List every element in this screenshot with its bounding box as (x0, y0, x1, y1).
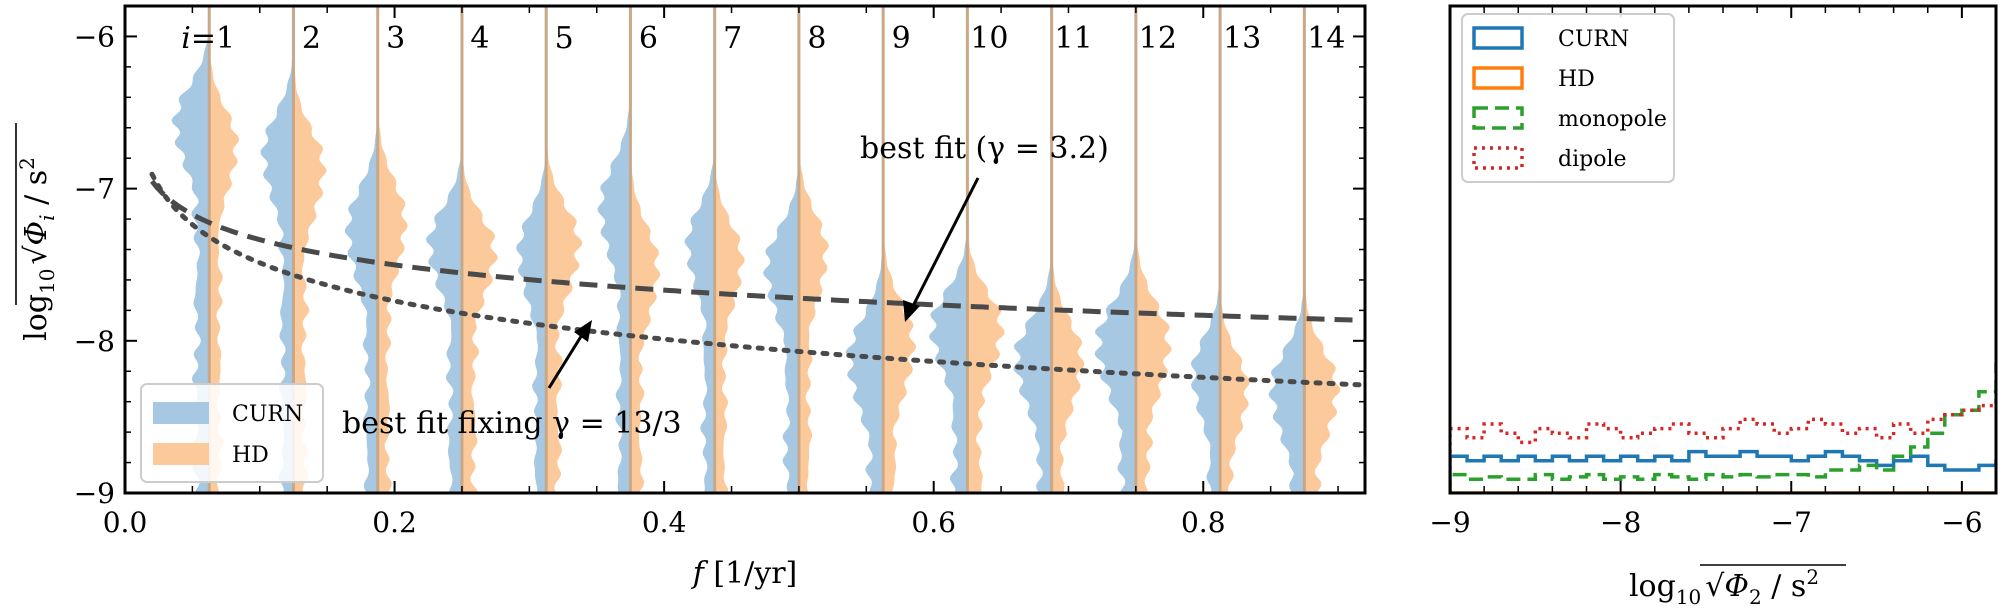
bin-label-5: 5 (555, 21, 574, 56)
fit1-annotation-text: best fit (γ = 3.2) (860, 131, 1109, 166)
legend-swatch-dipole (1472, 146, 1524, 170)
right-x-tick-label: −6 (1941, 506, 1982, 539)
histogram-panel: −9 −8 −7 −6 CURN HD monopole dipole log10 √Φ2 /… (1429, 4, 1998, 608)
bin-label-14: 14 (1307, 21, 1345, 56)
violin-hd-9 (883, 226, 916, 493)
violin-curn-11 (1013, 241, 1052, 493)
bin-label-4: 4 (470, 21, 489, 56)
violin-curn-7 (684, 129, 715, 493)
right-x-tick-label: −7 (1771, 506, 1812, 539)
violin-curn-10 (929, 211, 968, 493)
left-x-tick-label: 0.2 (372, 506, 417, 539)
legend-swatch-curn (1472, 26, 1524, 50)
bin-label-3: 3 (386, 21, 405, 56)
violin-curn-14 (1268, 272, 1305, 493)
left-x-tick-label: 0.8 (1181, 506, 1226, 539)
violin-hd-14 (1304, 272, 1341, 493)
violin-hd-5 (546, 129, 583, 493)
bin-label-9: 9 (892, 21, 911, 56)
left-y-tick-label: −6 (74, 20, 115, 53)
bin-label-6: 6 (639, 21, 658, 56)
fit1-arrow-head (903, 300, 920, 322)
fit-curve-layer (149, 171, 1363, 388)
svg-text:log10√Φi / s2: log10√Φi / s2 (15, 157, 59, 341)
fit2-arrow-line (547, 329, 587, 389)
legend-label-hd: HD (1558, 67, 1595, 92)
bin-label-10: 10 (970, 21, 1008, 56)
legend-swatch-monopole (1472, 106, 1524, 130)
left-y-tick-label: −9 (74, 477, 115, 510)
violin-hd-10 (967, 211, 1005, 493)
violin-curn-8 (763, 150, 799, 493)
bin-label-2: 2 (302, 21, 321, 56)
left-y-tick-label: −8 (74, 325, 115, 358)
violin-hd-6 (630, 150, 661, 493)
left-axes-frame (123, 4, 1367, 495)
left-y-tick-label: −7 (74, 173, 115, 206)
right-legend-box (1461, 13, 1675, 183)
violin-hd-11 (1051, 241, 1085, 493)
violin-layer (171, 7, 1341, 493)
bin-label-12: 12 (1139, 21, 1177, 56)
right-x-tick-label: −8 (1600, 506, 1641, 539)
bin-label-13: 13 (1223, 21, 1261, 56)
violin-curn-4 (425, 129, 462, 493)
violin-hd-12 (1135, 226, 1172, 493)
violin-hd-3 (377, 104, 408, 493)
legend-label-monopole: monopole (1558, 107, 1667, 132)
right-x-axis-label: log10 √Φ2 / s2 (1629, 564, 1846, 608)
histogram-curn (1450, 449, 1996, 493)
bin-label-1: i=1 (181, 21, 235, 56)
legend-label-curn: CURN (232, 402, 303, 427)
histogram-layer (1450, 362, 1996, 493)
bin-label-7: 7 (723, 21, 742, 56)
violin-panel: i=1 2 3 4 5 6 7 8 9 10 11 12 13 14 0.0 0.2 0.4 0.6 0.8 −6 −… (15, 4, 1367, 591)
violin-hd-7 (714, 144, 745, 493)
fit2-arrow-head (574, 320, 592, 342)
legend-label-dipole: dipole (1558, 147, 1627, 172)
violin-hd-4 (461, 135, 498, 493)
right-legend: CURN HD monopole dipole (1461, 13, 1675, 183)
histogram-monopole (1450, 362, 1996, 493)
fit2-annotation-text: best fit fixing γ = 13/3 (342, 406, 682, 441)
legend-label-hd: HD (232, 443, 269, 468)
violin-curn-2 (260, 38, 294, 493)
violin-curn-13 (1190, 257, 1221, 493)
legend-label-curn: CURN (1558, 27, 1629, 52)
violin-curn-1 (171, 7, 210, 493)
fit1-annotation: best fit (γ = 3.2) (860, 131, 1109, 322)
violin-curn-9 (845, 241, 884, 493)
left-x-axis-label: f [1/yr] (691, 556, 798, 591)
left-legend: CURN HD (140, 383, 324, 483)
bin-label-layer: i=1 2 3 4 5 6 7 8 9 10 11 12 13 14 (181, 21, 1345, 56)
legend-swatch-curn (153, 402, 209, 424)
legend-swatch-hd (1472, 66, 1524, 90)
fit1-arrow-line (908, 177, 980, 313)
violin-hd-1 (209, 28, 240, 493)
left-x-tick-label: 0.6 (911, 506, 956, 539)
bin-label-8: 8 (807, 21, 826, 56)
violin-curn-3 (344, 114, 378, 493)
right-axes-frame (1448, 4, 1998, 495)
fit-curve-dashed (150, 179, 1360, 323)
violin-curn-5 (516, 135, 547, 493)
violin-hd-13 (1220, 272, 1250, 493)
svg-text:log10√Φ2 / s2: log10 √Φ2 / s2 (1629, 565, 1819, 608)
left-y-axis-label: log10√Φi / s2 (15, 123, 59, 341)
left-x-tick-label: 0.4 (642, 506, 687, 539)
left-x-tick-label: 0.0 (103, 506, 148, 539)
right-x-tick-label: −9 (1429, 506, 1470, 539)
violin-curn-12 (1094, 226, 1136, 493)
violin-curn-6 (597, 89, 631, 493)
violin-hd-8 (798, 135, 829, 493)
bin-label-11: 11 (1055, 21, 1093, 56)
legend-swatch-hd (153, 443, 209, 465)
fit-curve-dotted (149, 171, 1363, 388)
fit2-annotation: best fit fixing γ = 13/3 (342, 320, 682, 441)
